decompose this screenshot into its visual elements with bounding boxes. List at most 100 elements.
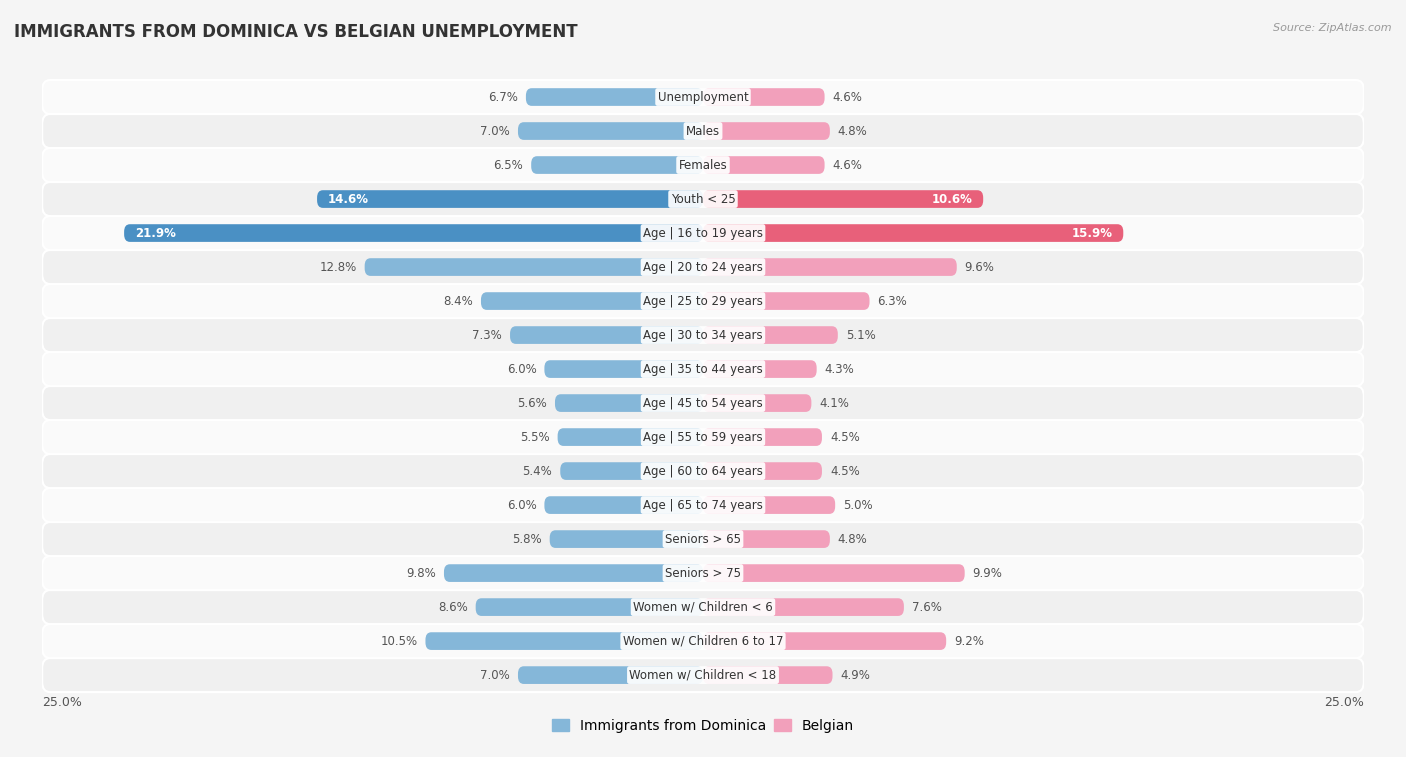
Text: Women w/ Children < 6: Women w/ Children < 6 [633,600,773,614]
Text: Unemployment: Unemployment [658,91,748,104]
Text: 9.6%: 9.6% [965,260,994,273]
FancyBboxPatch shape [703,497,835,514]
FancyBboxPatch shape [526,89,703,106]
Text: 8.6%: 8.6% [439,600,468,614]
FancyBboxPatch shape [703,156,824,174]
FancyBboxPatch shape [42,182,1364,216]
FancyBboxPatch shape [481,292,703,310]
FancyBboxPatch shape [426,632,703,650]
Text: 6.0%: 6.0% [506,363,537,375]
Legend: Immigrants from Dominica, Belgian: Immigrants from Dominica, Belgian [547,713,859,738]
FancyBboxPatch shape [703,190,983,208]
FancyBboxPatch shape [42,420,1364,454]
FancyBboxPatch shape [703,564,965,582]
Text: 4.8%: 4.8% [838,125,868,138]
FancyBboxPatch shape [560,463,703,480]
Text: Age | 30 to 34 years: Age | 30 to 34 years [643,329,763,341]
Text: 5.6%: 5.6% [517,397,547,410]
FancyBboxPatch shape [703,122,830,140]
Text: Age | 45 to 54 years: Age | 45 to 54 years [643,397,763,410]
Text: Males: Males [686,125,720,138]
Text: Age | 25 to 29 years: Age | 25 to 29 years [643,294,763,307]
Text: 25.0%: 25.0% [1324,696,1364,709]
FancyBboxPatch shape [550,530,703,548]
FancyBboxPatch shape [42,522,1364,556]
Text: Women w/ Children < 18: Women w/ Children < 18 [630,668,776,681]
Text: 25.0%: 25.0% [42,696,82,709]
Text: Females: Females [679,158,727,172]
Text: 12.8%: 12.8% [319,260,357,273]
Text: Age | 20 to 24 years: Age | 20 to 24 years [643,260,763,273]
Text: 4.6%: 4.6% [832,158,862,172]
Text: 5.8%: 5.8% [512,533,541,546]
FancyBboxPatch shape [444,564,703,582]
FancyBboxPatch shape [703,326,838,344]
Text: Seniors > 65: Seniors > 65 [665,533,741,546]
Text: 9.9%: 9.9% [973,566,1002,580]
Text: 9.2%: 9.2% [955,634,984,647]
Text: Age | 55 to 59 years: Age | 55 to 59 years [643,431,763,444]
Text: IMMIGRANTS FROM DOMINICA VS BELGIAN UNEMPLOYMENT: IMMIGRANTS FROM DOMINICA VS BELGIAN UNEM… [14,23,578,41]
Text: 4.3%: 4.3% [824,363,855,375]
FancyBboxPatch shape [703,224,1123,242]
FancyBboxPatch shape [703,632,946,650]
Text: 4.1%: 4.1% [820,397,849,410]
FancyBboxPatch shape [475,598,703,616]
Text: Age | 16 to 19 years: Age | 16 to 19 years [643,226,763,239]
Text: 21.9%: 21.9% [135,226,176,239]
Text: 5.4%: 5.4% [523,465,553,478]
FancyBboxPatch shape [42,114,1364,148]
FancyBboxPatch shape [531,156,703,174]
FancyBboxPatch shape [42,284,1364,318]
Text: 10.5%: 10.5% [381,634,418,647]
FancyBboxPatch shape [517,666,703,684]
Text: 7.0%: 7.0% [481,125,510,138]
FancyBboxPatch shape [42,590,1364,624]
FancyBboxPatch shape [703,292,869,310]
FancyBboxPatch shape [703,530,830,548]
Text: 6.5%: 6.5% [494,158,523,172]
Text: 4.8%: 4.8% [838,533,868,546]
Text: 6.3%: 6.3% [877,294,907,307]
FancyBboxPatch shape [42,454,1364,488]
Text: 5.5%: 5.5% [520,431,550,444]
FancyBboxPatch shape [558,428,703,446]
Text: 15.9%: 15.9% [1071,226,1112,239]
FancyBboxPatch shape [42,352,1364,386]
FancyBboxPatch shape [544,497,703,514]
Text: 4.9%: 4.9% [841,668,870,681]
Text: 4.6%: 4.6% [832,91,862,104]
Text: 14.6%: 14.6% [328,192,368,206]
FancyBboxPatch shape [703,89,824,106]
Text: 4.5%: 4.5% [830,431,859,444]
FancyBboxPatch shape [544,360,703,378]
Text: 4.5%: 4.5% [830,465,859,478]
FancyBboxPatch shape [124,224,703,242]
FancyBboxPatch shape [318,190,703,208]
Text: 6.0%: 6.0% [506,499,537,512]
FancyBboxPatch shape [510,326,703,344]
FancyBboxPatch shape [42,216,1364,250]
FancyBboxPatch shape [703,394,811,412]
FancyBboxPatch shape [555,394,703,412]
Text: Age | 60 to 64 years: Age | 60 to 64 years [643,465,763,478]
FancyBboxPatch shape [703,463,823,480]
Text: 7.0%: 7.0% [481,668,510,681]
Text: 5.0%: 5.0% [844,499,873,512]
Text: 8.4%: 8.4% [443,294,472,307]
FancyBboxPatch shape [42,250,1364,284]
FancyBboxPatch shape [42,386,1364,420]
Text: Age | 65 to 74 years: Age | 65 to 74 years [643,499,763,512]
Text: Youth < 25: Youth < 25 [671,192,735,206]
Text: 7.3%: 7.3% [472,329,502,341]
Text: 6.7%: 6.7% [488,91,517,104]
Text: 5.1%: 5.1% [846,329,876,341]
Text: Women w/ Children 6 to 17: Women w/ Children 6 to 17 [623,634,783,647]
Text: Seniors > 75: Seniors > 75 [665,566,741,580]
Text: 7.6%: 7.6% [912,600,942,614]
FancyBboxPatch shape [42,148,1364,182]
FancyBboxPatch shape [42,80,1364,114]
FancyBboxPatch shape [703,428,823,446]
Text: 10.6%: 10.6% [932,192,973,206]
FancyBboxPatch shape [703,258,956,276]
